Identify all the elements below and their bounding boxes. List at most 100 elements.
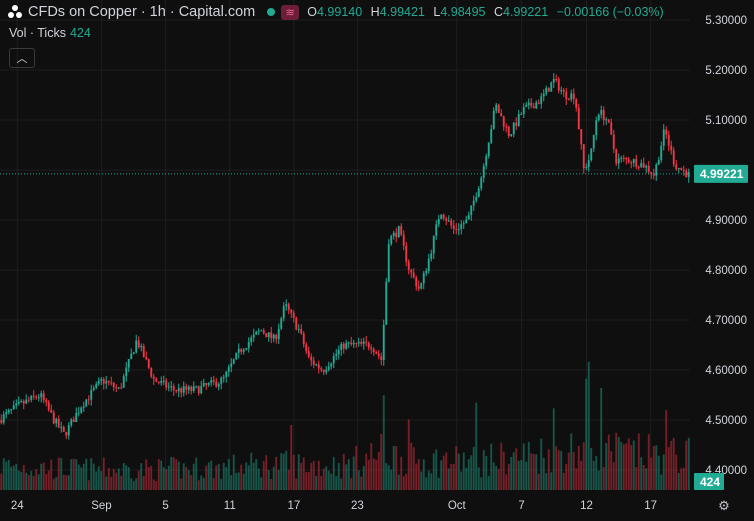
volume-bar xyxy=(685,440,688,490)
market-status-icon xyxy=(267,8,276,16)
volume-legend[interactable]: Vol · Ticks 424 xyxy=(9,26,91,40)
volume-bar xyxy=(682,467,685,490)
symbol-title[interactable]: CFDs on Copper · 1h · Capital.com xyxy=(28,4,256,20)
volume-bar xyxy=(37,474,40,490)
candle-body xyxy=(480,177,483,189)
volume-bar xyxy=(285,450,288,490)
volume-bar xyxy=(677,472,680,490)
volume-bar xyxy=(10,466,13,490)
volume-bar xyxy=(470,455,473,490)
candle-body xyxy=(437,218,440,225)
candle-body xyxy=(372,349,375,353)
volume-bar xyxy=(50,459,53,490)
candle-body xyxy=(300,329,303,334)
candle-body xyxy=(147,359,150,368)
candle-body xyxy=(565,91,568,100)
candle-body xyxy=(22,401,25,404)
volume-bar xyxy=(385,463,388,490)
candle-body xyxy=(532,106,535,109)
volume-bar xyxy=(537,473,540,490)
candle-body xyxy=(430,253,433,259)
candle-body xyxy=(675,164,678,170)
collapse-legend-button[interactable]: ︿ xyxy=(9,48,35,68)
volume-bar xyxy=(205,465,208,490)
candle-body xyxy=(595,120,598,136)
volume-bar xyxy=(345,464,348,490)
candle-body xyxy=(252,334,255,338)
volume-bar xyxy=(515,448,518,490)
volume-bar xyxy=(217,464,220,490)
candle-body xyxy=(215,381,218,387)
candle-body xyxy=(537,102,540,104)
candle-body xyxy=(272,334,275,339)
volume-bar xyxy=(207,462,210,490)
candle-body xyxy=(652,174,655,176)
time-tick-label: 12 xyxy=(580,500,593,512)
candle-body xyxy=(237,348,240,353)
candle-body xyxy=(457,229,460,231)
volume-bar xyxy=(290,425,293,490)
volume-bar xyxy=(310,462,313,490)
volume-bar xyxy=(105,476,108,490)
candle-body xyxy=(220,377,223,384)
candle-body xyxy=(390,235,393,245)
candle-body xyxy=(95,383,98,388)
candle-body xyxy=(460,224,463,230)
volume-bar xyxy=(137,470,140,490)
time-axis[interactable]: 24 Sep 5 11 17 23 Oct 7 12 17 xyxy=(0,490,690,521)
candle-body xyxy=(397,226,400,237)
volume-bar xyxy=(637,433,640,490)
volume-label: Vol · Ticks xyxy=(9,26,66,40)
candle-body xyxy=(587,160,590,168)
volume-bar xyxy=(227,459,230,490)
volume-bar xyxy=(640,457,643,490)
candle-body xyxy=(682,169,685,171)
time-tick-label: 5 xyxy=(162,500,168,512)
candle-body xyxy=(542,93,545,97)
volume-bar xyxy=(115,472,118,490)
candle-body xyxy=(40,393,43,398)
candle-body xyxy=(160,381,163,384)
volume-bar xyxy=(192,463,195,490)
indicator-icon[interactable]: ≋ xyxy=(281,4,300,20)
candle-body xyxy=(157,381,160,384)
volume-bar xyxy=(400,456,403,490)
candle-body xyxy=(477,188,480,197)
candle-body xyxy=(130,353,133,360)
candle-body xyxy=(270,332,273,339)
open-key: O xyxy=(307,5,317,19)
close-value: 4.99221 xyxy=(503,5,549,19)
candle-body xyxy=(165,380,168,388)
candle-body xyxy=(455,228,458,230)
candle-body xyxy=(525,105,528,108)
ohlc-values: O4.99140 H4.99421 L4.98495 C4.99221 −0.0… xyxy=(307,5,668,19)
volume-bar xyxy=(580,460,583,490)
volume-bar xyxy=(232,454,235,490)
volume-bar xyxy=(322,468,325,490)
volume-bar xyxy=(190,475,193,490)
candle-body xyxy=(627,159,630,163)
candle-body xyxy=(245,348,248,350)
candle-body xyxy=(462,223,465,225)
settings-button[interactable]: ⚙ xyxy=(715,497,733,515)
volume-bar xyxy=(567,452,570,490)
volume-bar xyxy=(187,470,190,490)
volume-bar xyxy=(222,462,225,490)
volume-bar xyxy=(550,472,553,490)
volume-bar xyxy=(382,395,385,490)
candle-body xyxy=(645,165,648,168)
candle-body xyxy=(647,165,650,173)
volume-bar xyxy=(157,459,160,490)
candle-body xyxy=(392,232,395,236)
candle-body xyxy=(27,399,30,401)
volume-bar xyxy=(275,456,278,490)
candle-body xyxy=(670,145,673,151)
candle-body xyxy=(90,389,93,400)
volume-bar xyxy=(20,471,23,490)
price-axis[interactable]: 5.300005.200005.100005.000004.900004.800… xyxy=(690,0,754,521)
volume-bar xyxy=(535,454,538,490)
volume-bar xyxy=(397,474,400,490)
volume-bar xyxy=(110,476,113,490)
volume-bar xyxy=(5,461,8,490)
